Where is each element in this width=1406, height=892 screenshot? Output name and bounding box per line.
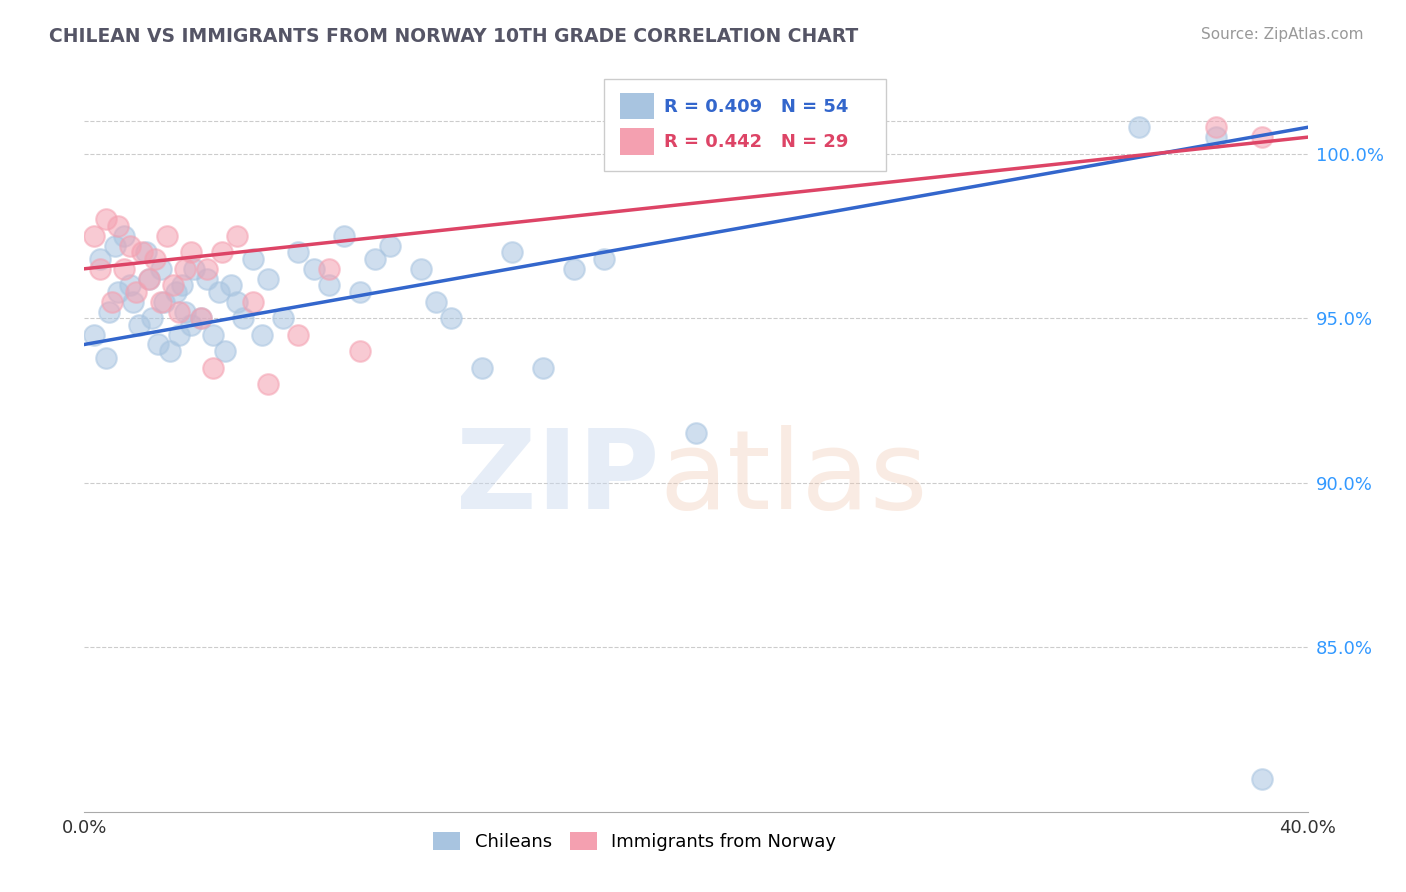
Point xyxy=(167,304,190,318)
Point xyxy=(112,228,135,243)
Point xyxy=(219,278,242,293)
Point xyxy=(440,311,463,326)
Point xyxy=(242,252,264,266)
Point xyxy=(1205,120,1227,135)
Point xyxy=(125,285,148,299)
Point xyxy=(174,261,197,276)
Point xyxy=(149,261,172,276)
Point xyxy=(83,327,105,342)
Point xyxy=(1250,772,1272,786)
Point xyxy=(201,327,224,342)
Point xyxy=(94,351,117,365)
Point xyxy=(122,294,145,309)
Point xyxy=(1205,130,1227,145)
Point xyxy=(112,261,135,276)
Point xyxy=(107,285,129,299)
Text: ZIP: ZIP xyxy=(456,425,659,532)
Text: Source: ZipAtlas.com: Source: ZipAtlas.com xyxy=(1201,27,1364,42)
Point xyxy=(242,294,264,309)
Text: R = 0.409   N = 54: R = 0.409 N = 54 xyxy=(664,98,849,116)
Point xyxy=(141,311,163,326)
Point xyxy=(287,327,309,342)
Point xyxy=(89,252,111,266)
Point xyxy=(159,344,181,359)
Point xyxy=(131,245,153,260)
Point xyxy=(128,318,150,332)
Text: CHILEAN VS IMMIGRANTS FROM NORWAY 10TH GRADE CORRELATION CHART: CHILEAN VS IMMIGRANTS FROM NORWAY 10TH G… xyxy=(49,27,859,45)
Point xyxy=(409,261,432,276)
Point xyxy=(250,327,273,342)
Legend: Chileans, Immigrants from Norway: Chileans, Immigrants from Norway xyxy=(426,824,844,858)
Point xyxy=(165,285,187,299)
Point xyxy=(364,252,387,266)
Point xyxy=(174,304,197,318)
Point xyxy=(138,271,160,285)
FancyBboxPatch shape xyxy=(605,78,886,171)
Point xyxy=(143,252,166,266)
Point xyxy=(94,212,117,227)
Point xyxy=(257,271,280,285)
Point xyxy=(1250,130,1272,145)
Point xyxy=(146,337,169,351)
Text: R = 0.442   N = 29: R = 0.442 N = 29 xyxy=(664,134,849,152)
Point xyxy=(287,245,309,260)
Point xyxy=(107,219,129,233)
Point xyxy=(195,261,218,276)
Point xyxy=(232,311,254,326)
Point xyxy=(226,294,249,309)
Point xyxy=(257,376,280,391)
Point xyxy=(190,311,212,326)
Point xyxy=(214,344,236,359)
Point xyxy=(172,278,194,293)
FancyBboxPatch shape xyxy=(620,93,654,120)
Point xyxy=(502,245,524,260)
Point xyxy=(1128,120,1150,135)
Point xyxy=(153,294,176,309)
Point xyxy=(226,228,249,243)
Point xyxy=(318,261,340,276)
Point xyxy=(104,239,127,253)
Point xyxy=(471,360,494,375)
Point xyxy=(349,344,371,359)
Point xyxy=(318,278,340,293)
Point xyxy=(333,228,356,243)
Point xyxy=(425,294,447,309)
Point xyxy=(380,239,402,253)
Point xyxy=(120,239,142,253)
Point xyxy=(685,426,707,441)
Point xyxy=(302,261,325,276)
Point xyxy=(195,271,218,285)
Point xyxy=(135,245,157,260)
Point xyxy=(349,285,371,299)
Point xyxy=(183,261,205,276)
Point xyxy=(101,294,124,309)
Point xyxy=(156,228,179,243)
Point xyxy=(211,245,233,260)
Point xyxy=(562,261,585,276)
Point xyxy=(190,311,212,326)
FancyBboxPatch shape xyxy=(620,128,654,155)
Point xyxy=(180,245,202,260)
Point xyxy=(83,228,105,243)
Point xyxy=(208,285,231,299)
Point xyxy=(89,261,111,276)
Point xyxy=(271,311,294,326)
Point xyxy=(97,304,120,318)
Point xyxy=(167,327,190,342)
Point xyxy=(138,271,160,285)
Text: atlas: atlas xyxy=(659,425,928,532)
Point xyxy=(593,252,616,266)
Point xyxy=(531,360,554,375)
Point xyxy=(180,318,202,332)
Point xyxy=(201,360,224,375)
Point xyxy=(120,278,142,293)
Point xyxy=(162,278,184,293)
Point xyxy=(149,294,172,309)
